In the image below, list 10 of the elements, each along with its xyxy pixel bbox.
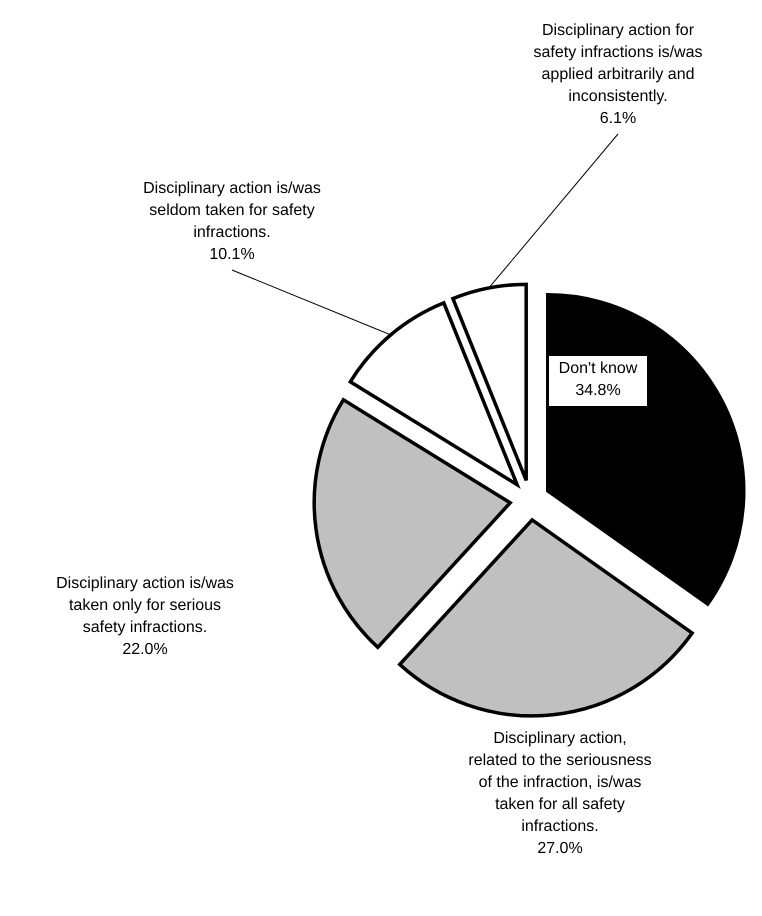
slice-label: Disciplinary action is/was seldom taken for safety infractions. xyxy=(143,180,321,241)
data-label: 22.0% xyxy=(122,641,168,658)
slice-label: Don't know xyxy=(558,360,638,377)
slice-label: Disciplinary action, related to the seriousness of the infraction, is/was taken for all safety infractions. xyxy=(468,730,652,835)
data-label: 34.8% xyxy=(575,382,621,399)
data-label: 27.0% xyxy=(537,840,583,857)
slice-label: Disciplinary action for safety infractions is/was applied arbitrarily and inconsistently. xyxy=(534,22,702,105)
data-label: 6.1% xyxy=(600,110,636,127)
slice-label: Disciplinary action is/was taken only for serious safety infractions. xyxy=(56,575,234,636)
data-label: 10.1% xyxy=(209,246,255,263)
